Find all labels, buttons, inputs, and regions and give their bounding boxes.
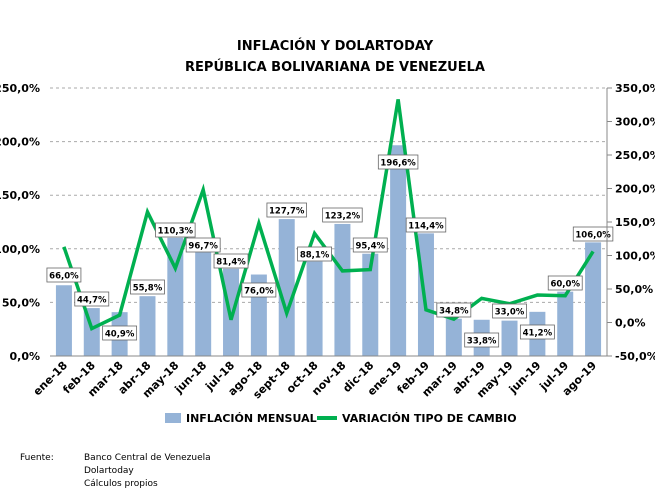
category-label: ene-18 — [31, 359, 70, 398]
data-label: 34,8% — [439, 307, 469, 317]
right-tick-label: -50,0% — [615, 350, 655, 363]
data-label: 196,6% — [380, 159, 416, 169]
data-label-box — [547, 275, 583, 291]
bar — [195, 252, 212, 356]
data-label-box — [213, 253, 249, 269]
data-label-box — [352, 237, 388, 253]
data-label-box — [519, 324, 555, 340]
left-tick-label: 100,0% — [0, 243, 40, 256]
right-tick-label: 50,0% — [615, 283, 653, 296]
bar — [445, 318, 462, 356]
bar — [139, 296, 156, 356]
chart-title-line2: REPÚBLICA BOLIVARIANA DE VENEZUELA — [185, 59, 485, 75]
footer-sources: Banco Central de Venezuela Dolartoday Cá… — [84, 452, 211, 491]
data-label: 76,0% — [244, 287, 274, 297]
right-tick-label: 0,0% — [615, 317, 646, 330]
data-label-box — [436, 302, 472, 318]
bar — [390, 145, 407, 356]
data-label: 106,0% — [575, 231, 611, 241]
data-label: 88,1% — [300, 251, 330, 261]
bar — [306, 261, 323, 356]
data-label-box — [464, 332, 500, 348]
bar — [167, 237, 184, 356]
data-label: 41,2% — [523, 329, 553, 339]
left-tick-label: 250,0% — [0, 82, 40, 95]
left-tick-label: 200,0% — [0, 136, 40, 149]
data-label-box — [322, 207, 363, 223]
data-label: 127,7% — [269, 207, 305, 217]
footer-source: Cálculos propios — [84, 479, 158, 489]
data-label-box — [241, 282, 277, 298]
right-tick-label: 100,0% — [615, 250, 655, 263]
legend-bar-swatch — [165, 413, 181, 423]
bar — [557, 291, 574, 356]
data-label-box — [185, 237, 221, 253]
bar — [334, 223, 351, 356]
bar — [362, 253, 379, 356]
left-tick-label: 0,0% — [9, 350, 40, 363]
data-label: 110,3% — [158, 227, 194, 237]
bar — [417, 233, 434, 356]
data-label: 114,4% — [408, 222, 444, 232]
footer-source: Banco Central de Venezuela — [84, 453, 211, 463]
data-label-box — [297, 246, 332, 262]
chart: INFLACIÓN Y DOLARTODAY REPÚBLICA BOLIVAR… — [0, 38, 655, 425]
data-label: 55,8% — [133, 284, 163, 294]
legend-bar-label: INFLACIÓN MENSUAL — [186, 412, 317, 425]
data-label-box — [46, 267, 82, 283]
data-label-box — [155, 222, 196, 238]
data-label-box — [130, 279, 165, 295]
data-label: 40,9% — [105, 330, 135, 340]
data-label: 81,4% — [216, 258, 246, 268]
footer-source: Dolartoday — [84, 466, 134, 476]
data-label: 96,7% — [188, 242, 218, 252]
legend-line-label: VARIACIÓN TIPO DE CAMBIO — [342, 412, 517, 425]
bar — [501, 320, 518, 356]
data-label: 60,0% — [550, 280, 580, 290]
data-label: 66,0% — [49, 272, 79, 282]
bar — [585, 242, 602, 356]
bar — [278, 219, 295, 356]
left-tick-label: 50,0% — [2, 296, 40, 309]
data-label-box — [405, 217, 447, 233]
data-label-box — [74, 291, 110, 307]
bar — [55, 285, 72, 356]
data-label-box — [377, 154, 419, 170]
data-label-box — [102, 325, 138, 341]
data-label: 44,7% — [77, 296, 107, 306]
left-tick-label: 150,0% — [0, 189, 40, 202]
right-tick-label: 300,0% — [615, 116, 655, 129]
chart-title-line1: INFLACIÓN Y DOLARTODAY — [237, 38, 434, 54]
data-label: 33,8% — [467, 337, 497, 347]
legend: INFLACIÓN MENSUAL VARIACIÓN TIPO DE CAMB… — [165, 412, 517, 425]
data-label-box — [266, 202, 307, 218]
right-tick-label: 250,0% — [615, 149, 655, 162]
right-tick-label: 350,0% — [615, 82, 655, 95]
data-label-box — [572, 226, 614, 242]
data-label: 33,0% — [495, 308, 525, 318]
data-label-box — [492, 303, 527, 319]
right-tick-label: 150,0% — [615, 216, 655, 229]
data-label: 95,4% — [356, 242, 386, 252]
data-label: 123,2% — [325, 212, 361, 222]
right-tick-label: 200,0% — [615, 183, 655, 196]
footer-label: Fuente: — [20, 453, 54, 463]
